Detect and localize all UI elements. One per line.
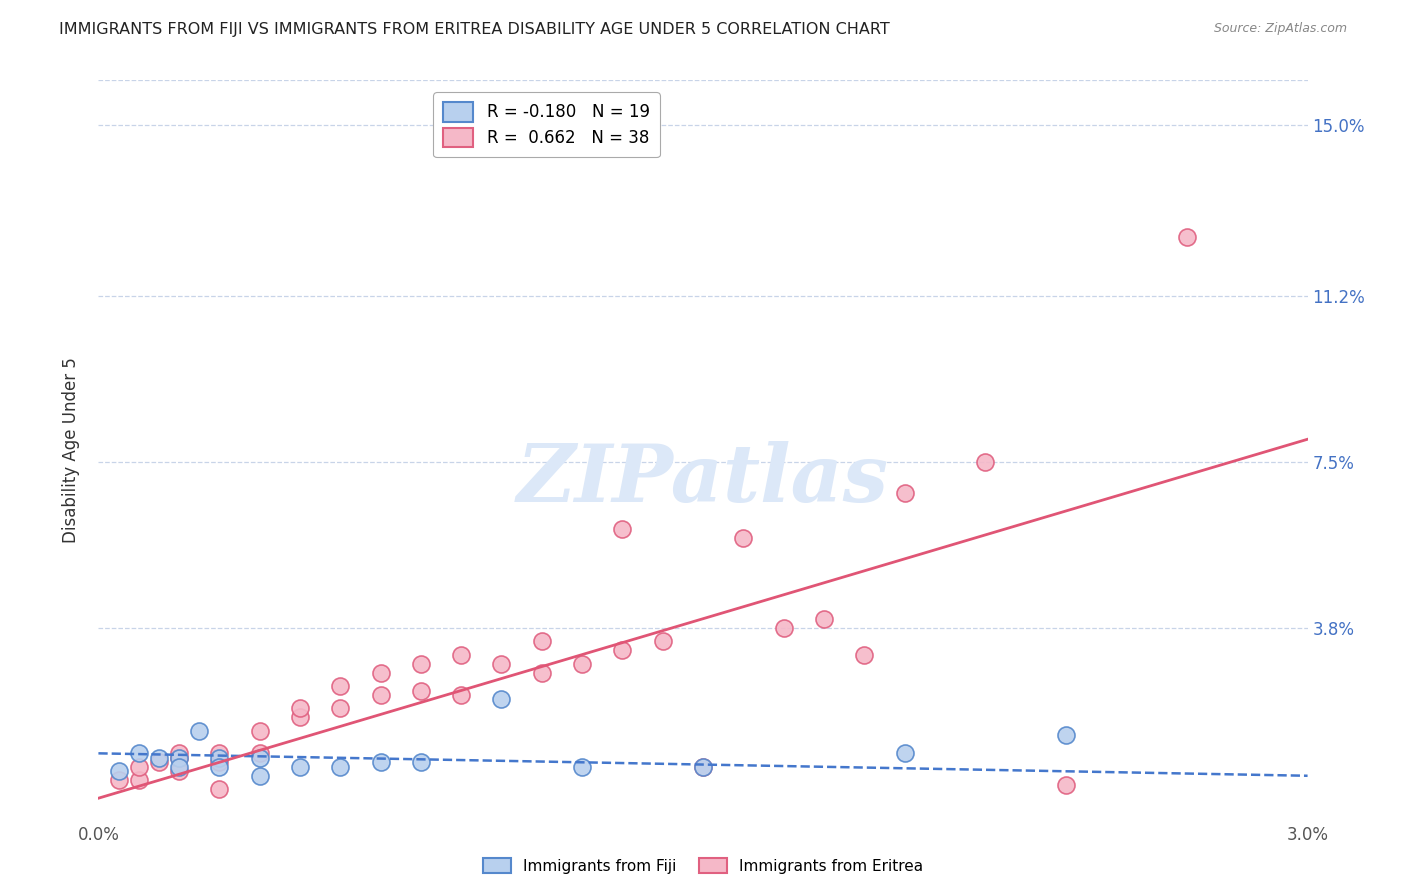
- Point: [329, 760, 352, 774]
- Point: [249, 769, 271, 783]
- Legend: Immigrants from Fiji, Immigrants from Eritrea: Immigrants from Fiji, Immigrants from Er…: [477, 852, 929, 880]
- Point: [409, 683, 432, 698]
- Point: [208, 782, 231, 797]
- Point: [370, 665, 392, 680]
- Point: [107, 773, 129, 788]
- Point: [107, 764, 129, 779]
- Point: [491, 692, 513, 706]
- Point: [288, 710, 311, 724]
- Point: [530, 665, 553, 680]
- Point: [450, 648, 472, 662]
- Point: [329, 701, 352, 715]
- Point: [167, 760, 190, 774]
- Point: [571, 760, 593, 774]
- Point: [409, 657, 432, 671]
- Point: [1054, 728, 1077, 742]
- Point: [249, 723, 271, 738]
- Text: ZIPatlas: ZIPatlas: [517, 442, 889, 519]
- Point: [329, 679, 352, 693]
- Point: [370, 688, 392, 702]
- Point: [409, 756, 432, 770]
- Point: [249, 751, 271, 765]
- Text: IMMIGRANTS FROM FIJI VS IMMIGRANTS FROM ERITREA DISABILITY AGE UNDER 5 CORRELATI: IMMIGRANTS FROM FIJI VS IMMIGRANTS FROM …: [59, 22, 890, 37]
- Point: [128, 773, 150, 788]
- Text: Source: ZipAtlas.com: Source: ZipAtlas.com: [1213, 22, 1347, 36]
- Point: [288, 701, 311, 715]
- Point: [249, 747, 271, 761]
- Point: [1175, 230, 1198, 244]
- Point: [1054, 778, 1077, 792]
- Legend: R = -0.180   N = 19, R =  0.662   N = 38: R = -0.180 N = 19, R = 0.662 N = 38: [433, 92, 659, 158]
- Point: [612, 643, 634, 657]
- Point: [772, 621, 794, 635]
- Point: [128, 760, 150, 774]
- Point: [612, 522, 634, 536]
- Point: [491, 657, 513, 671]
- Point: [288, 760, 311, 774]
- Y-axis label: Disability Age Under 5: Disability Age Under 5: [62, 358, 80, 543]
- Point: [651, 634, 673, 648]
- Point: [893, 747, 915, 761]
- Point: [208, 751, 231, 765]
- Point: [571, 657, 593, 671]
- Point: [188, 723, 211, 738]
- Point: [167, 747, 190, 761]
- Point: [370, 756, 392, 770]
- Point: [974, 455, 997, 469]
- Point: [167, 751, 190, 765]
- Point: [692, 760, 714, 774]
- Point: [128, 747, 150, 761]
- Point: [167, 764, 190, 779]
- Point: [893, 486, 915, 500]
- Point: [692, 760, 714, 774]
- Point: [208, 747, 231, 761]
- Point: [733, 531, 755, 545]
- Point: [208, 756, 231, 770]
- Point: [148, 756, 170, 770]
- Point: [148, 751, 170, 765]
- Point: [208, 760, 231, 774]
- Point: [167, 751, 190, 765]
- Point: [853, 648, 876, 662]
- Point: [530, 634, 553, 648]
- Point: [450, 688, 472, 702]
- Point: [813, 612, 835, 626]
